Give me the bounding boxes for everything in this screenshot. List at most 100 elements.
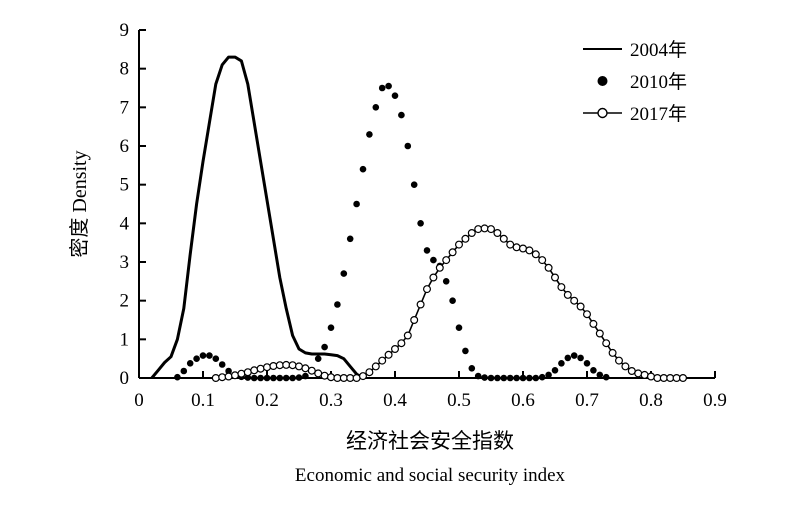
- data-point: [307, 366, 316, 375]
- data-point: [531, 250, 540, 259]
- x-tick-label: 0.9: [703, 390, 727, 411]
- data-point: [551, 367, 559, 374]
- data-point: [506, 374, 514, 382]
- data-point: [659, 374, 668, 383]
- x-tick-label: 0.6: [511, 390, 535, 411]
- data-point: [339, 374, 348, 383]
- x-tick-label: 0.5: [447, 390, 471, 411]
- legend: 2004年 2010年 2017年: [583, 39, 687, 125]
- data-point: [174, 373, 181, 381]
- data-point: [538, 373, 546, 381]
- data-point: [352, 374, 361, 383]
- x-tick-label: 0.8: [639, 390, 663, 411]
- x-tick-label: 0: [134, 390, 144, 411]
- data-point: [314, 355, 322, 363]
- y-tick-label: 7: [120, 97, 130, 118]
- data-point: [590, 367, 597, 374]
- data-point: [321, 343, 328, 351]
- data-point: [417, 220, 424, 227]
- data-point: [193, 355, 200, 363]
- data-point: [243, 368, 252, 377]
- data-point: [589, 319, 598, 328]
- data-point: [269, 362, 278, 371]
- legend-label: 2017年: [630, 103, 687, 125]
- data-point: [455, 240, 464, 249]
- x-tick-label: 0.3: [319, 390, 343, 411]
- data-point: [231, 371, 240, 380]
- data-point: [333, 374, 342, 383]
- data-point: [481, 374, 488, 381]
- data-point: [627, 367, 636, 376]
- series-2: [174, 82, 610, 382]
- data-point: [225, 367, 232, 375]
- data-point: [180, 367, 188, 375]
- data-point: [346, 374, 355, 383]
- data-point: [442, 256, 451, 265]
- data-point: [404, 142, 412, 150]
- data-point: [621, 362, 630, 371]
- data-point: [614, 356, 623, 365]
- data-point: [570, 296, 579, 305]
- data-point: [646, 372, 655, 381]
- data-point: [519, 374, 527, 382]
- legend-label: 2004年: [630, 39, 687, 61]
- data-point: [391, 345, 400, 354]
- data-point: [563, 290, 572, 299]
- data-point: [410, 181, 418, 188]
- data-point: [250, 374, 258, 382]
- data-point: [602, 373, 610, 381]
- data-point: [320, 371, 329, 380]
- legend-item-1: 2004年: [583, 39, 687, 61]
- data-point: [218, 373, 227, 382]
- data-point: [538, 256, 547, 265]
- data-point: [397, 339, 406, 348]
- data-point: [244, 374, 252, 381]
- data-point: [359, 165, 367, 173]
- data-point: [295, 374, 303, 381]
- data-point: [583, 360, 591, 367]
- data-point: [186, 360, 194, 367]
- data-point: [378, 84, 386, 92]
- y-tick-label: 3: [120, 252, 130, 273]
- data-point: [212, 355, 220, 363]
- data-point: [499, 234, 508, 243]
- data-point: [487, 374, 495, 382]
- series-line: [150, 55, 364, 380]
- legend-item-3: 2017年: [583, 103, 687, 125]
- data-point: [282, 374, 290, 382]
- data-point: [288, 361, 297, 370]
- data-point: [558, 360, 565, 367]
- data-point: [359, 372, 368, 381]
- data-point: [550, 273, 559, 282]
- data-point: [346, 235, 354, 243]
- data-point: [429, 273, 438, 282]
- plot-area: [150, 55, 687, 383]
- data-point: [334, 301, 341, 308]
- data-point: [596, 371, 604, 379]
- data-point: [474, 225, 483, 234]
- data-point: [206, 352, 213, 359]
- data-point: [442, 278, 450, 285]
- data-point: [602, 339, 611, 348]
- data-point: [423, 247, 431, 254]
- data-point: [532, 374, 540, 382]
- data-point: [564, 354, 572, 362]
- data-point: [449, 297, 456, 305]
- data-point: [518, 244, 527, 253]
- data-point: [218, 361, 226, 368]
- y-axis-label: 密度 Density: [68, 150, 91, 257]
- data-point: [430, 256, 437, 264]
- data-point: [576, 302, 585, 311]
- data-point: [282, 360, 291, 369]
- data-point: [582, 310, 591, 319]
- y-tick-label: 5: [120, 175, 130, 196]
- data-point: [256, 364, 265, 373]
- data-point: [513, 374, 520, 382]
- data-point: [545, 371, 552, 379]
- data-point: [224, 372, 233, 381]
- legend-swatch: [597, 107, 608, 119]
- data-point: [250, 366, 259, 375]
- data-point: [435, 263, 444, 272]
- y-tick-label: 2: [120, 291, 130, 312]
